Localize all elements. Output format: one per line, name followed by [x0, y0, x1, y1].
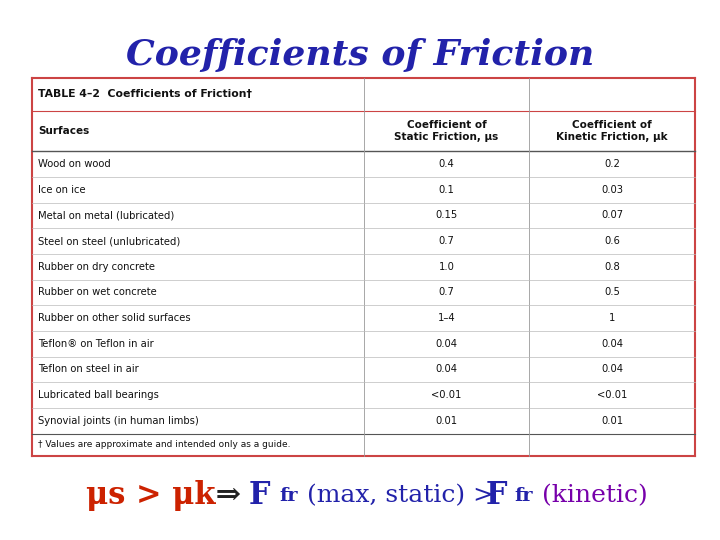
- Text: Surfaces: Surfaces: [38, 126, 89, 136]
- Text: 0.8: 0.8: [604, 262, 620, 272]
- Text: 0.07: 0.07: [601, 211, 623, 220]
- Text: 0.04: 0.04: [436, 339, 457, 349]
- Text: Coefficient of
Static Friction, μs: Coefficient of Static Friction, μs: [395, 120, 498, 142]
- Text: Ice on ice: Ice on ice: [38, 185, 86, 195]
- Text: 0.04: 0.04: [436, 364, 457, 374]
- Text: F: F: [486, 480, 508, 511]
- Text: ⇒: ⇒: [205, 480, 241, 511]
- Text: <0.01: <0.01: [431, 390, 462, 400]
- Text: 0.03: 0.03: [601, 185, 623, 195]
- Text: † Values are approximate and intended only as a guide.: † Values are approximate and intended on…: [38, 441, 291, 449]
- Text: 0.15: 0.15: [436, 211, 457, 220]
- Text: 1–4: 1–4: [438, 313, 455, 323]
- Text: Rubber on dry concrete: Rubber on dry concrete: [38, 262, 156, 272]
- Text: F: F: [248, 480, 270, 511]
- Text: 0.5: 0.5: [604, 287, 620, 298]
- Text: (kinetic): (kinetic): [534, 484, 648, 507]
- Text: (max, static) >: (max, static) >: [299, 484, 502, 507]
- Text: Teflon® on Teflon in air: Teflon® on Teflon in air: [38, 339, 154, 349]
- Text: Rubber on other solid surfaces: Rubber on other solid surfaces: [38, 313, 191, 323]
- Text: Wood on wood: Wood on wood: [38, 159, 111, 169]
- Text: Teflon on steel in air: Teflon on steel in air: [38, 364, 139, 374]
- Text: Coefficients of Friction: Coefficients of Friction: [126, 38, 594, 72]
- Text: 1.0: 1.0: [438, 262, 454, 272]
- Text: Lubricated ball bearings: Lubricated ball bearings: [38, 390, 159, 400]
- Text: μs > μk: μs > μk: [86, 480, 216, 511]
- Text: 0.01: 0.01: [601, 416, 623, 426]
- Text: 0.1: 0.1: [438, 185, 454, 195]
- Text: 0.04: 0.04: [601, 339, 623, 349]
- Text: fr: fr: [515, 487, 534, 505]
- Text: 0.6: 0.6: [604, 236, 620, 246]
- Text: Rubber on wet concrete: Rubber on wet concrete: [38, 287, 157, 298]
- Text: TABLE 4–2  Coefficients of Friction†: TABLE 4–2 Coefficients of Friction†: [38, 90, 252, 99]
- Text: fr: fr: [279, 487, 298, 505]
- Text: <0.01: <0.01: [597, 390, 627, 400]
- Text: Steel on steel (unlubricated): Steel on steel (unlubricated): [38, 236, 181, 246]
- Text: Coefficient of
Kinetic Friction, μk: Coefficient of Kinetic Friction, μk: [556, 120, 668, 142]
- Text: 0.7: 0.7: [438, 236, 454, 246]
- Text: 0.04: 0.04: [601, 364, 623, 374]
- Text: 1: 1: [609, 313, 615, 323]
- Text: Metal on metal (lubricated): Metal on metal (lubricated): [38, 211, 174, 220]
- Text: 0.2: 0.2: [604, 159, 620, 169]
- Text: 0.4: 0.4: [438, 159, 454, 169]
- Text: Synovial joints (in human limbs): Synovial joints (in human limbs): [38, 416, 199, 426]
- Text: 0.01: 0.01: [436, 416, 457, 426]
- Text: 0.7: 0.7: [438, 287, 454, 298]
